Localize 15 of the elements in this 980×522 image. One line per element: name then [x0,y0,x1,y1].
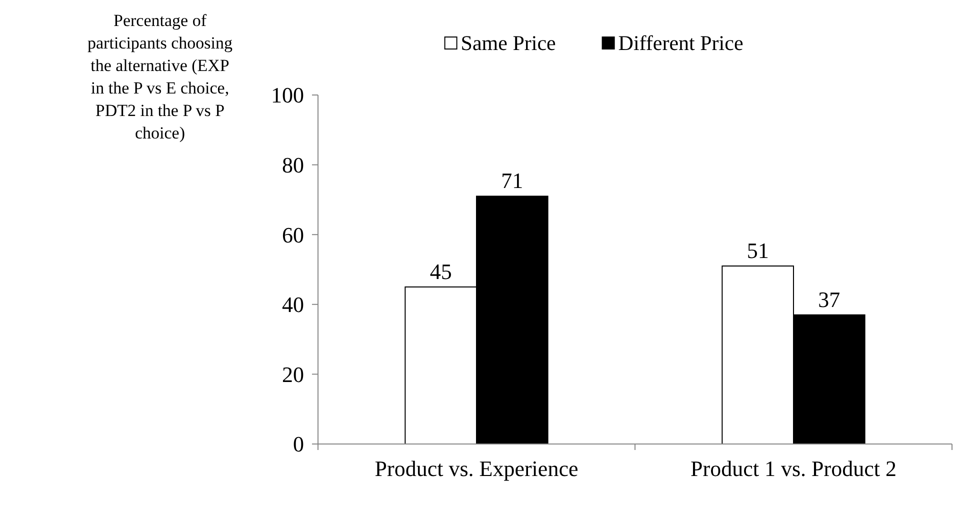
y-tick-label: 0 [293,432,304,457]
x-tick-label: Product vs. Experience [374,456,578,481]
x-tick-label: Product 1 vs. Product 2 [690,456,896,481]
data-label: 45 [430,258,452,284]
y-tick-label: 20 [282,362,304,387]
legend-label: Different Price [618,31,744,55]
legend-label: Same Price [460,31,556,55]
y-tick-label: 80 [282,152,304,178]
y-axis-title: Percentage of participants choosing the alternative (EXP in the P vs E choice, PDT2 in the P vs P choice) [88,11,233,142]
y-tick-label: 60 [282,222,304,248]
data-label: 37 [818,286,840,312]
y-tick-label: 40 [282,292,304,318]
y-tick-label: 100 [271,82,304,108]
data-label: 51 [746,238,769,264]
data-label: 71 [501,168,524,194]
